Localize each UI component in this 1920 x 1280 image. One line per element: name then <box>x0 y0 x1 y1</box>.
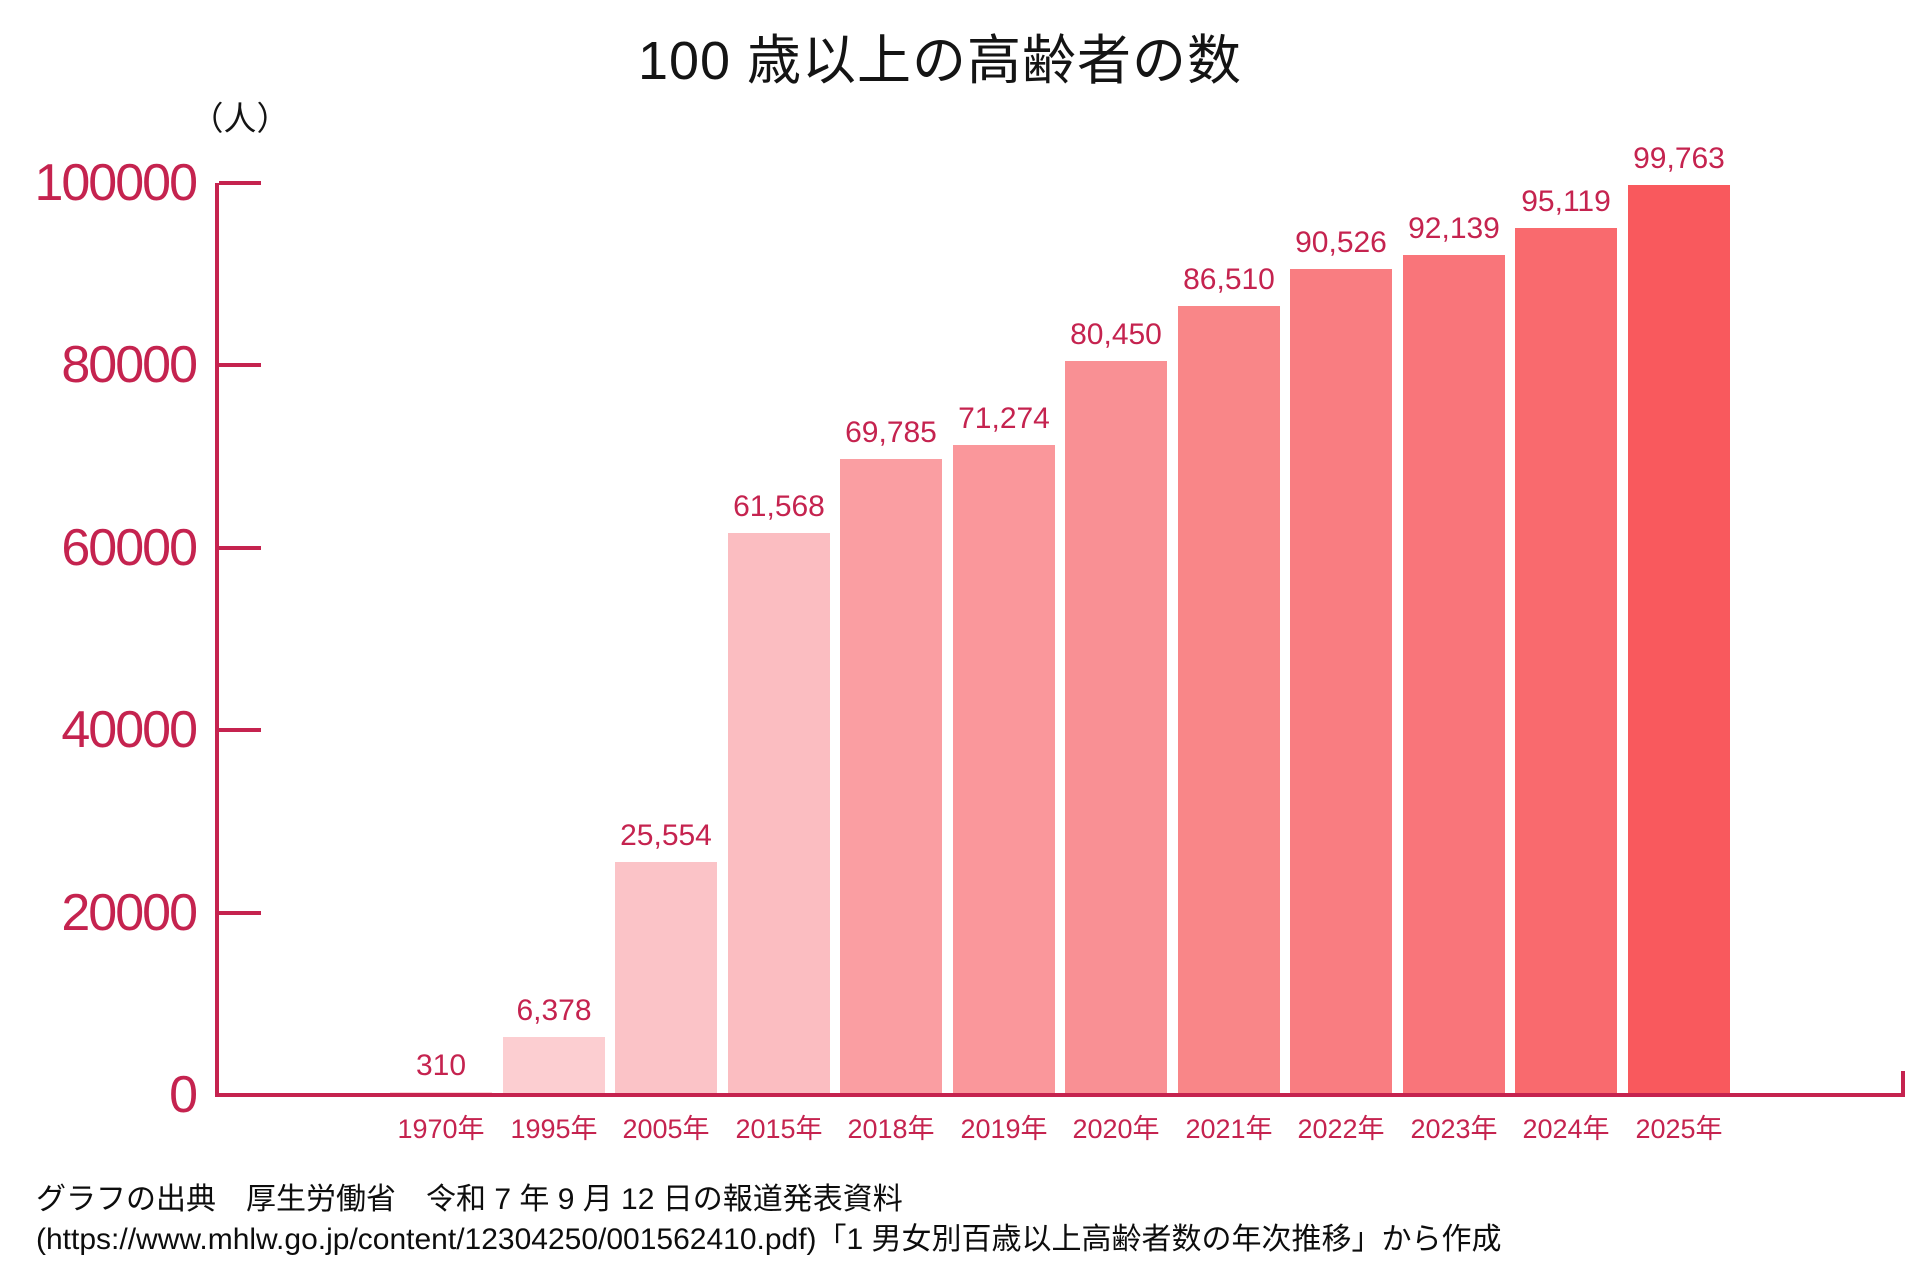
x-tick-label: 2023年 <box>1410 1114 1498 1144</box>
y-tick-label: 0 <box>169 1066 198 1124</box>
value-label: 95,119 <box>1521 185 1611 218</box>
value-label: 69,785 <box>845 416 937 449</box>
y-tick-label: 60000 <box>61 519 198 577</box>
x-axis-end-stub <box>1901 1071 1905 1095</box>
y-tick-mark <box>219 181 261 185</box>
x-tick-label: 2015年 <box>735 1114 823 1144</box>
y-tick-label: 40000 <box>61 701 198 759</box>
y-tick-mark <box>219 363 261 367</box>
y-tick-label: 80000 <box>61 336 198 394</box>
x-tick-label: 2025年 <box>1635 1114 1723 1144</box>
value-label: 99,763 <box>1633 142 1725 175</box>
bar-2023年 <box>1403 255 1505 1095</box>
y-tick-mark <box>219 911 261 915</box>
value-label: 61,568 <box>733 490 825 523</box>
x-tick-label: 2005年 <box>622 1114 710 1144</box>
source-line-1: グラフの出典 厚生労働省 令和 7 年 9 月 12 日の報道発表資料 <box>36 1183 903 1216</box>
x-tick-label: 1995年 <box>510 1114 598 1144</box>
x-tick-label: 2021年 <box>1185 1114 1273 1144</box>
bar-2025年 <box>1628 185 1730 1095</box>
chart-title: 100 歳以上の高齢者の数 <box>637 31 1243 91</box>
y-axis-line <box>215 183 219 1097</box>
y-tick-label: 20000 <box>61 884 198 942</box>
bar-2018年 <box>840 459 942 1095</box>
value-label: 92,139 <box>1408 212 1500 245</box>
y-tick-label: 100000 <box>34 154 198 212</box>
y-axis-unit-label: （人） <box>190 100 290 137</box>
x-tick-label: 1970年 <box>397 1114 485 1144</box>
bar-2005年 <box>615 862 717 1095</box>
value-label: 310 <box>415 1049 467 1082</box>
x-tick-label: 2019年 <box>960 1114 1048 1144</box>
value-label: 6,378 <box>516 994 592 1027</box>
x-tick-label: 2018年 <box>847 1114 935 1144</box>
bar-2019年 <box>953 445 1055 1095</box>
bar-2024年 <box>1515 228 1617 1095</box>
x-tick-label: 2022年 <box>1297 1114 1385 1144</box>
value-label: 25,554 <box>620 819 712 852</box>
y-tick-mark <box>219 546 261 550</box>
bar-2022年 <box>1290 269 1392 1095</box>
bar-2015年 <box>728 533 830 1095</box>
source-line-2: (https://www.mhlw.go.jp/content/12304250… <box>36 1223 1502 1256</box>
value-label: 90,526 <box>1295 226 1387 259</box>
x-axis-line <box>215 1093 1905 1097</box>
x-tick-label: 2024年 <box>1522 1114 1610 1144</box>
source-note: グラフの出典 厚生労働省 令和 7 年 9 月 12 日の報道発表資料 (htt… <box>36 1180 1502 1260</box>
bar-2020年 <box>1065 361 1167 1095</box>
value-label: 86,510 <box>1183 263 1275 296</box>
x-tick-label: 2020年 <box>1072 1114 1160 1144</box>
value-label: 80,450 <box>1070 318 1162 351</box>
value-label: 71,274 <box>958 402 1050 435</box>
y-tick-mark <box>219 728 261 732</box>
bar-2021年 <box>1178 306 1280 1095</box>
bar-1995年 <box>503 1037 605 1095</box>
